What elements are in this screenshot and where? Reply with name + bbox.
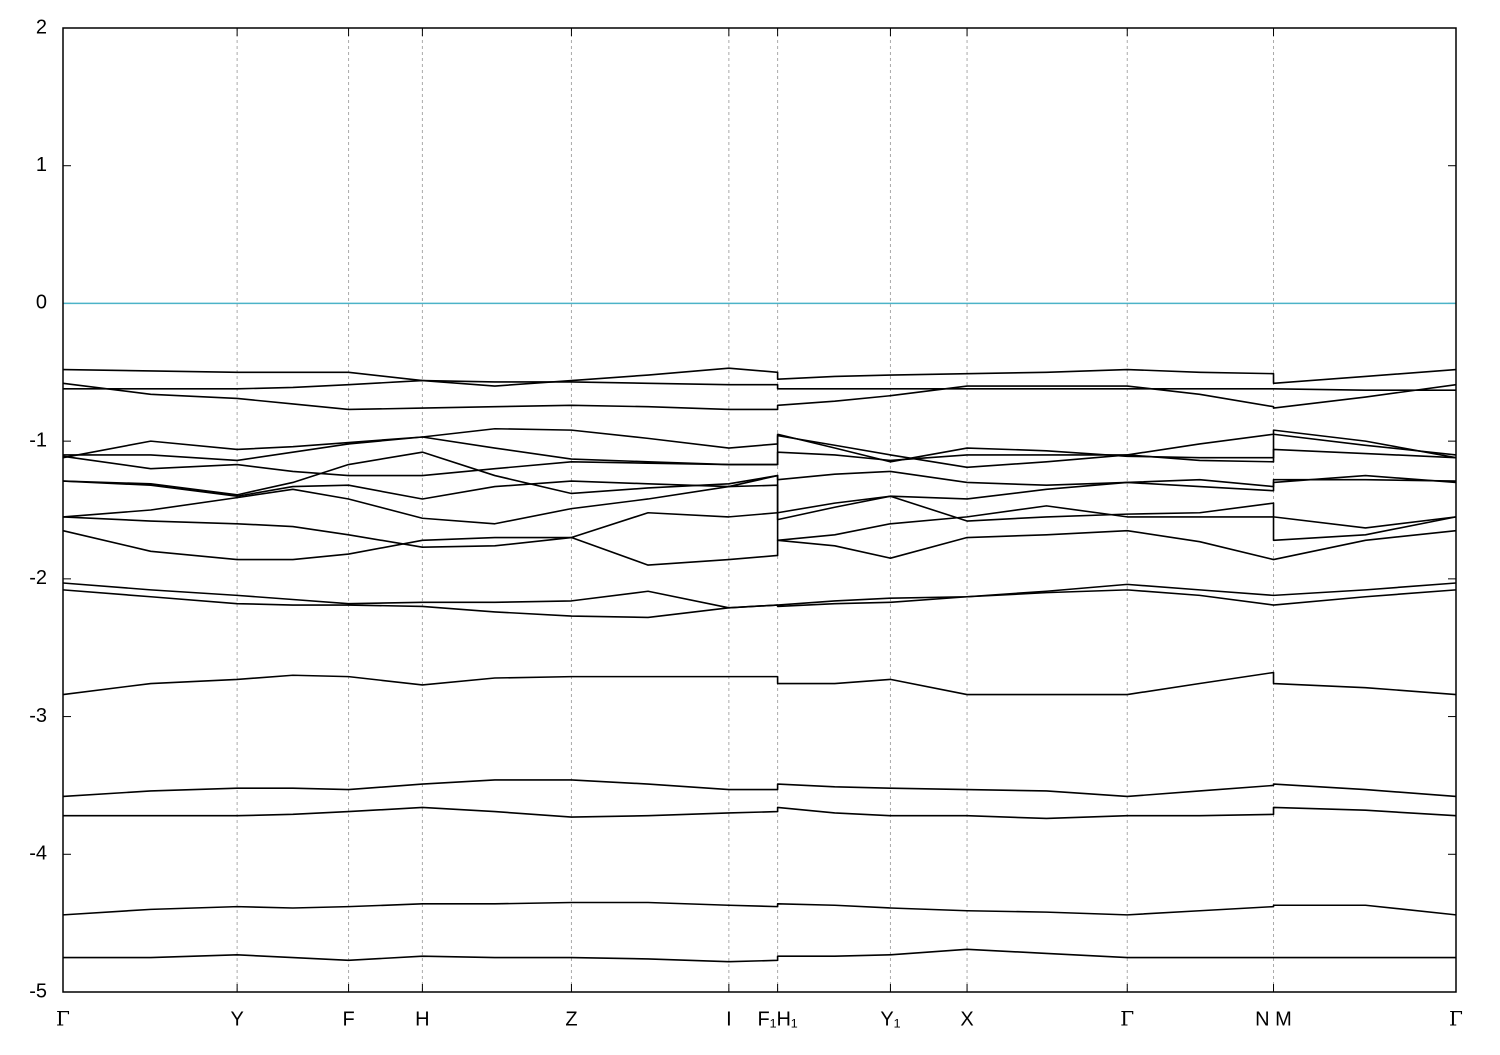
band-line: [62, 495, 1457, 548]
x-tick-label: X: [960, 1008, 973, 1030]
plot-frame: [62, 27, 1457, 993]
band-line: [62, 448, 1457, 477]
y-tick-label: -1: [29, 429, 47, 451]
x-tick-label: F₁H₁: [758, 1008, 798, 1030]
x-tick-label: Γ: [1449, 1007, 1463, 1031]
x-tick-label: Y₁: [880, 1008, 900, 1030]
x-tick-label: Z: [565, 1008, 577, 1030]
band-line: [62, 484, 1457, 542]
x-tick-label: Γ: [1120, 1007, 1134, 1031]
y-tick-label: -3: [29, 705, 47, 727]
band-line: [63, 948, 1456, 963]
y-tick-label: -4: [29, 843, 47, 865]
band-line: [62, 433, 1457, 466]
band-line: [62, 901, 1457, 916]
x-tick-label: I: [726, 1008, 732, 1030]
x-tick-label: Y: [230, 1008, 243, 1030]
band-line: [62, 589, 1457, 619]
x-tick-label: F: [342, 1008, 354, 1030]
x-tick-label: Γ: [56, 1007, 70, 1031]
band-line: [62, 529, 1457, 566]
y-tick-label: -5: [29, 980, 47, 1002]
band-line: [62, 671, 1457, 696]
band-line: [63, 806, 1457, 820]
y-tick-label: -2: [29, 567, 47, 589]
x-tick-label: N M: [1255, 1008, 1292, 1030]
band-line: [62, 367, 1457, 387]
y-tick-label: 2: [36, 16, 47, 38]
y-tick-label: 1: [36, 154, 47, 176]
y-tick-label: 0: [36, 292, 47, 314]
band-line: [63, 379, 1456, 391]
x-tick-label: H: [415, 1008, 429, 1030]
band-line: [62, 382, 1457, 411]
band-line: [62, 779, 1457, 798]
band-line: [62, 474, 1457, 514]
